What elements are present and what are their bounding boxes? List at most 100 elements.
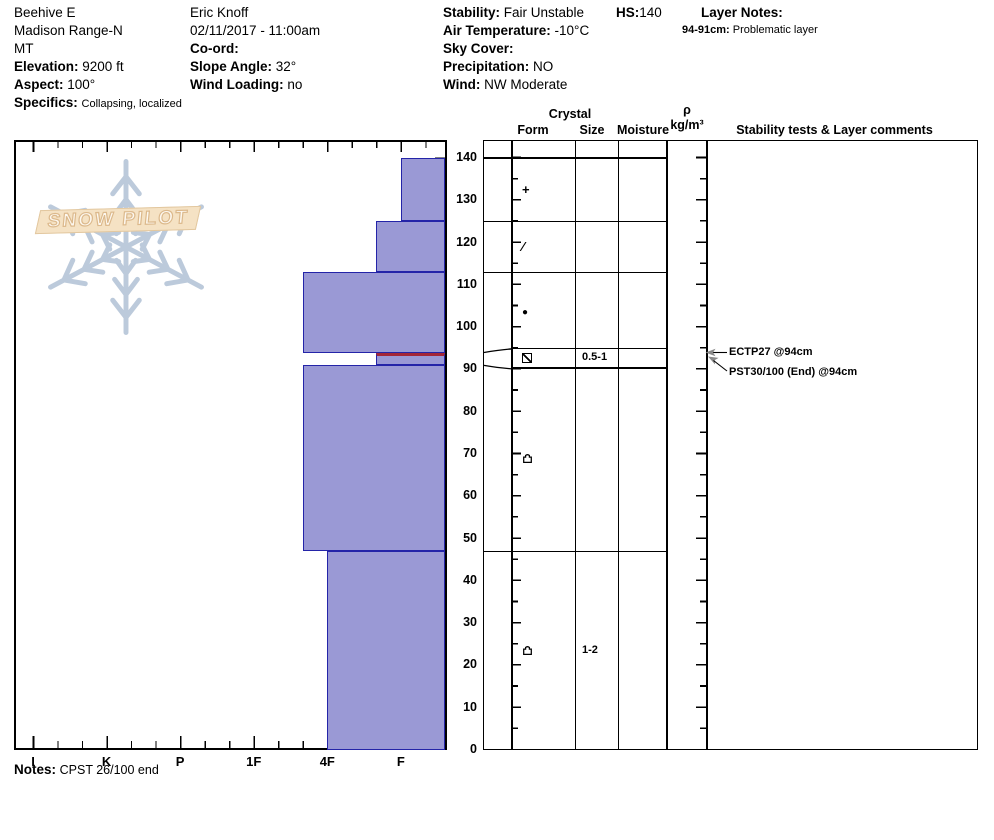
layer-note-range: 94-91cm: xyxy=(682,24,730,36)
depth-label-0: 0 xyxy=(470,742,477,756)
depth-label-10: 10 xyxy=(463,699,477,714)
grain-form-faceted-crystals-mixed xyxy=(522,351,540,365)
stability-row: Stability: Fair Unstable xyxy=(443,4,589,22)
hs-value: 140 xyxy=(639,5,662,20)
hardness-subdivision-ticks-top xyxy=(16,142,445,148)
layer-line-47cm xyxy=(484,550,667,553)
sky-cover-row: Sky Cover: xyxy=(443,40,589,58)
hardness-label-4F: 4F xyxy=(319,754,335,769)
hardness-label-P: P xyxy=(175,754,185,769)
specifics-label: Specifics: xyxy=(14,95,78,110)
depth-label-100: 100 xyxy=(456,319,477,334)
notes-label: Notes: xyxy=(14,762,57,777)
observation-datetime: 02/11/2017 - 11:00am xyxy=(190,23,321,38)
header-location-column: Beehive E Madison Range-N MT Elevation: … xyxy=(14,4,182,113)
wind-loading-label: Wind Loading: xyxy=(190,77,284,92)
coord-row: Co-ord: xyxy=(190,40,320,58)
comments-header: Stability tests & Layer comments xyxy=(736,123,933,137)
stability-label: Stability: xyxy=(443,5,501,20)
coord-label: Co-ord: xyxy=(190,41,239,56)
grain-size-47cm: 1-2 xyxy=(582,643,598,656)
hardness-bar-140cm xyxy=(400,158,445,222)
observer-name: Eric Knoff xyxy=(190,5,249,20)
header-observer-column: Eric Knoff 02/11/2017 - 11:00am Co-ord: … xyxy=(190,4,320,94)
elevation-value: 9200 ft xyxy=(82,59,124,74)
elevation-label: Elevation: xyxy=(14,59,79,74)
snowpilot-banner: SNOW PILOT xyxy=(34,205,202,235)
layer-notes-title: Layer Notes: xyxy=(701,5,783,20)
slope-angle-label: Slope Angle: xyxy=(190,59,273,74)
crystal-header: Crystal xyxy=(548,107,592,121)
wind-loading-row: Wind Loading: no xyxy=(190,76,320,94)
depth-label-40: 40 xyxy=(463,572,477,587)
precipitation-row: Precipitation: NO xyxy=(443,58,589,76)
depth-ticks-10cm-form-column xyxy=(513,141,521,748)
grain-form-precipitation-particles: + xyxy=(522,182,530,198)
mountain-range: Madison Range-N xyxy=(14,23,123,38)
depth-label-60: 60 xyxy=(463,488,477,503)
table-divider-moisture-density xyxy=(666,141,668,749)
depth-label-70: 70 xyxy=(463,446,477,460)
table-divider-size-moisture xyxy=(617,141,620,749)
hs-label: HS: xyxy=(616,5,640,20)
density-units-header: kg/m³ xyxy=(670,118,704,132)
air-temp-row: Air Temperature: -10°C xyxy=(443,22,589,40)
hardness-bar-113cm xyxy=(302,272,445,353)
header-conditions-column: Stability: Fair Unstable Air Temperature… xyxy=(443,4,589,94)
slope-angle-row: Slope Angle: 32° xyxy=(190,58,320,76)
grain-form-rounded-grains: ● xyxy=(522,306,529,318)
hardness-bar-94cm xyxy=(376,352,445,366)
depth-ticks-10cm-density-column xyxy=(696,141,707,748)
stability-value: Fair Unstable xyxy=(503,5,585,20)
state: MT xyxy=(14,41,34,56)
layer-note-row: 94-91cm: Problematic layer xyxy=(682,24,818,36)
notes-row: Notes: CPST 26/100 end xyxy=(14,762,159,777)
slope-angle-value: 32° xyxy=(275,59,297,74)
layer-note-text: Problematic layer xyxy=(732,24,818,36)
snow-height-row: HS:140 xyxy=(616,4,662,22)
specifics-row: Specifics: Collapsing, localized xyxy=(14,94,182,113)
depth-label-110: 110 xyxy=(456,276,477,291)
size-header: Size xyxy=(579,123,605,137)
aspect-label: Aspect: xyxy=(14,77,64,92)
stability-test-pst: PST30/100 (End) @94cm xyxy=(729,366,858,378)
grain-form-depth-hoar xyxy=(522,451,540,465)
depth-label-80: 80 xyxy=(463,403,477,418)
precipitation-value: NO xyxy=(533,59,554,74)
depth-label-20: 20 xyxy=(463,657,477,672)
hardness-label-I: I xyxy=(31,754,35,769)
form-header: Form xyxy=(517,123,549,137)
hardness-label-F: F xyxy=(396,754,405,769)
wind-value: NW Moderate xyxy=(484,77,568,92)
hardness-bar-47cm xyxy=(327,551,445,750)
specifics-value: Collapsing, localized xyxy=(81,98,182,110)
depth-label-130: 130 xyxy=(456,192,477,207)
snowflake-logo-icon xyxy=(31,159,221,342)
elevation-row: Elevation: 9200 ft xyxy=(14,58,182,76)
layer-line-140cm xyxy=(484,157,667,159)
layer-line-125cm xyxy=(484,220,667,223)
site-name: Beehive E xyxy=(14,5,76,20)
table-divider-density-comments xyxy=(706,141,708,749)
stability-test-ectp: ECTP27 @94cm xyxy=(729,346,813,358)
grain-size-94cm: 0.5-1 xyxy=(582,350,608,363)
precipitation-label: Precipitation: xyxy=(443,59,530,74)
grain-form-depth-hoar xyxy=(522,644,540,658)
table-divider-form-size xyxy=(574,141,577,749)
snowpilot-wordmark: SNOW PILOT xyxy=(46,207,190,233)
depth-label-120: 120 xyxy=(456,234,477,249)
wind-loading-value: no xyxy=(287,77,303,92)
aspect-value: 100° xyxy=(67,77,96,92)
layer-data-table xyxy=(483,140,978,750)
expanded-row-top-line xyxy=(511,347,667,350)
grain-form-decomposing-fragments: ∕ xyxy=(522,239,525,255)
layer-line-113cm xyxy=(484,271,667,274)
depth-label-140: 140 xyxy=(456,150,477,164)
notes-text: CPST 26/100 end xyxy=(59,763,159,777)
aspect-row: Aspect: 100° xyxy=(14,76,182,94)
sky-cover-label: Sky Cover: xyxy=(443,41,514,56)
depth-label-30: 30 xyxy=(463,615,477,630)
wind-label: Wind: xyxy=(443,77,481,92)
depth-label-50: 50 xyxy=(463,530,477,545)
